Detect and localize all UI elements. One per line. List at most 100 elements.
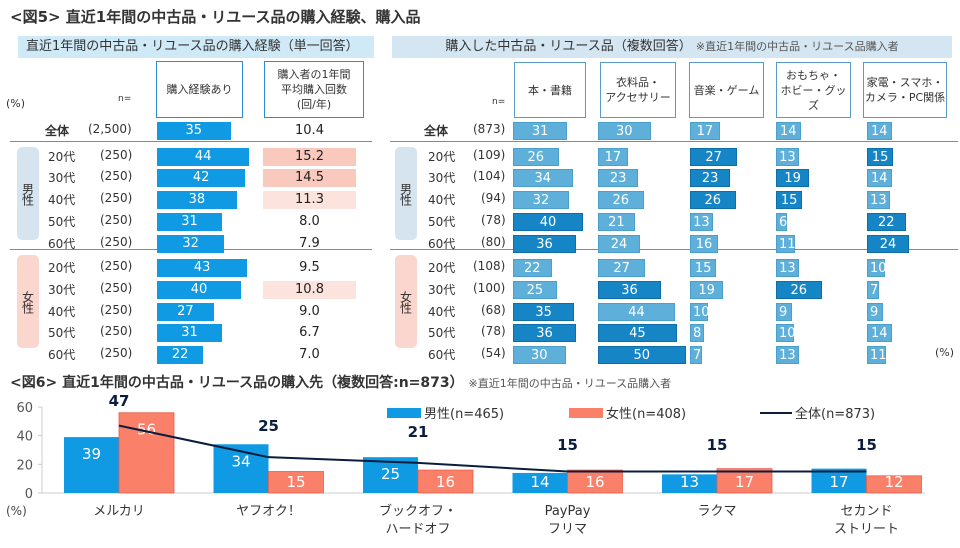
category-header: おもちゃ・ ホビー・グッズ bbox=[776, 62, 851, 118]
row-n: (100) bbox=[473, 280, 506, 295]
category-bar: 15 bbox=[776, 191, 803, 210]
category-label: PayPay bbox=[545, 504, 591, 519]
category-bar: 19 bbox=[690, 280, 724, 299]
row-label: 50代 bbox=[48, 214, 76, 229]
female-value-label: 15 bbox=[286, 473, 305, 491]
pct-label: (%) bbox=[6, 97, 26, 110]
category-bar: 11 bbox=[776, 234, 796, 253]
category-label: ヤフオク！ bbox=[236, 504, 301, 519]
fig6-title: <図6> 直近1年間の中古品・リユース品の購入先（複数回答:n=873） bbox=[10, 375, 464, 391]
avg-purchase-cell: 9.0 bbox=[299, 303, 320, 319]
male-value-label: 17 bbox=[829, 473, 848, 491]
category-bar: 16 bbox=[690, 234, 718, 253]
row-n: (250) bbox=[100, 280, 133, 295]
category-header: 家電・スマホ・ カメラ・PC関係 bbox=[863, 62, 947, 118]
row-label: 50代 bbox=[428, 326, 456, 341]
row-label: 40代 bbox=[48, 304, 76, 319]
category-bar: 6 bbox=[776, 212, 787, 231]
row-label: 60代 bbox=[428, 236, 456, 251]
male-value-label: 25 bbox=[381, 465, 400, 483]
male-bar bbox=[811, 468, 867, 493]
female-group-label-right: 女性 bbox=[395, 255, 417, 348]
total-value-label: 15 bbox=[856, 436, 877, 454]
male-group-label: 男性 bbox=[17, 147, 39, 240]
category-header: 衣料品・ アクセサリー bbox=[600, 62, 676, 118]
avg-purchase-cell: 10.4 bbox=[295, 123, 324, 138]
female-bar bbox=[716, 468, 773, 494]
male-group-label-right: 男性 bbox=[395, 147, 417, 240]
avg-purchase-cell: 8.0 bbox=[299, 213, 320, 229]
experience-bar: 31 bbox=[157, 324, 223, 343]
row-label: 60代 bbox=[48, 236, 76, 251]
category-bar: 8 bbox=[690, 324, 704, 343]
category-bar: 13 bbox=[776, 259, 799, 278]
category-bar: 14 bbox=[776, 122, 801, 140]
row-label: 30代 bbox=[428, 171, 456, 186]
right-section-title: 購入した中古品・リユース品（複数回答） bbox=[445, 39, 692, 54]
category-bar: 13 bbox=[867, 191, 890, 210]
category-bar: 7 bbox=[690, 346, 703, 364]
category-bar: 45 bbox=[598, 324, 677, 343]
left-section-band: 直近1年間の中古品・リユース品の購入経験（単一回答） bbox=[18, 36, 374, 58]
category-bar: 10 bbox=[690, 302, 710, 321]
male-value-label: 39 bbox=[82, 445, 101, 463]
row-label: 20代 bbox=[428, 261, 456, 276]
left-section-title: 直近1年間の中古品・リユース品の購入経験（単一回答） bbox=[26, 39, 359, 54]
experience-bar: 40 bbox=[157, 280, 241, 299]
row-n: (109) bbox=[473, 147, 506, 162]
col-header-avg: 購入者の1年間 平均購入回数 (回/年) bbox=[264, 61, 364, 118]
male-value-label: 34 bbox=[231, 452, 250, 470]
category-bar: 15 bbox=[867, 147, 894, 166]
female-value-label: 56 bbox=[137, 421, 156, 439]
row-n: (250) bbox=[100, 169, 133, 184]
category-bar: 19 bbox=[776, 169, 810, 188]
category-bar: 9 bbox=[776, 302, 792, 321]
y-tick-label: 40 bbox=[16, 430, 33, 445]
pct-label-bottom: (%) bbox=[935, 346, 955, 359]
legend-male-swatch bbox=[387, 408, 421, 418]
category-bar: 24 bbox=[867, 234, 909, 253]
category-bar: 26 bbox=[598, 191, 644, 210]
category-bar: 14 bbox=[867, 122, 892, 140]
category-bar: 26 bbox=[690, 191, 736, 210]
fig6-note: ※直近1年間の中古品・リユース品購入者 bbox=[468, 377, 672, 390]
category-label: ストリート bbox=[834, 522, 899, 537]
female-bar bbox=[567, 469, 623, 494]
row-label: 20代 bbox=[48, 149, 76, 164]
total-value-label: 47 bbox=[109, 392, 130, 410]
row-label: 30代 bbox=[428, 282, 456, 297]
row-label: 20代 bbox=[428, 149, 456, 164]
y-axis-unit: (%) bbox=[6, 504, 27, 518]
male-bar bbox=[64, 437, 119, 493]
experience-bar: 42 bbox=[157, 169, 246, 188]
total-value-label: 15 bbox=[707, 436, 728, 454]
avg-purchase-cell: 9.5 bbox=[299, 260, 320, 276]
row-label: 30代 bbox=[48, 282, 76, 297]
row-label: 20代 bbox=[48, 261, 76, 276]
category-bar: 21 bbox=[598, 212, 635, 231]
row-n: (250) bbox=[100, 212, 133, 227]
category-bar: 31 bbox=[513, 122, 568, 140]
experience-bar: 35 bbox=[157, 122, 231, 140]
row-n: (78) bbox=[481, 324, 506, 339]
right-section-note: ※直近1年間の中古品・リユース品購入者 bbox=[695, 40, 899, 53]
category-bar: 22 bbox=[513, 259, 552, 278]
row-n: (250) bbox=[100, 302, 133, 317]
experience-bar: 31 bbox=[157, 212, 223, 231]
category-bar: 13 bbox=[776, 346, 799, 364]
category-bar: 10 bbox=[776, 324, 796, 343]
category-bar: 27 bbox=[598, 259, 646, 278]
female-bar bbox=[866, 475, 922, 494]
row-label: 60代 bbox=[428, 348, 456, 362]
experience-bar: 22 bbox=[157, 346, 204, 364]
row-label: 30代 bbox=[48, 171, 76, 186]
row-label: 50代 bbox=[48, 326, 76, 341]
col-header-experience: 購入経験あり bbox=[156, 61, 243, 118]
category-bar: 50 bbox=[598, 346, 686, 364]
category-bar: 27 bbox=[690, 147, 738, 166]
category-bar: 13 bbox=[690, 212, 713, 231]
category-bar: 34 bbox=[513, 169, 573, 188]
category-bar: 23 bbox=[598, 169, 639, 188]
fig5-title: <図5> 直近1年間の中古品・リユース品の購入経験、購入品 bbox=[10, 8, 421, 26]
row-label: 40代 bbox=[48, 193, 76, 208]
